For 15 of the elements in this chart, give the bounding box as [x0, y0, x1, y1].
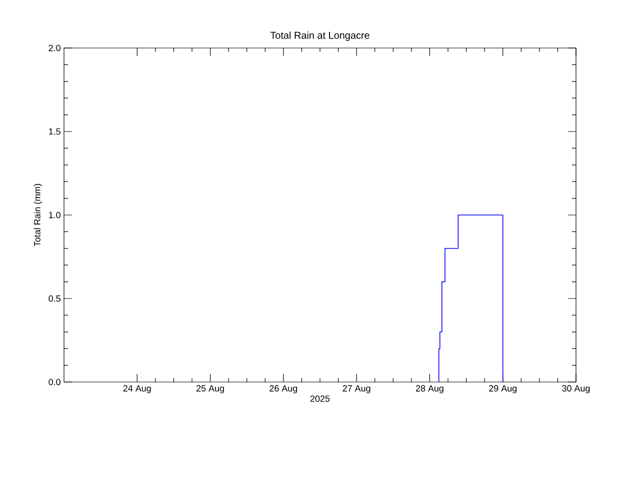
- y-tick-label: 1.5: [49, 128, 60, 135]
- y-tick-label: 0.5: [48, 295, 60, 302]
- x-tick-label: 30 Aug: [562, 385, 590, 394]
- x-tick-label: 27 Aug: [342, 385, 370, 394]
- x-axis-title: 2025: [310, 395, 330, 402]
- x-tick-label: 25 Aug: [196, 385, 224, 394]
- x-tick-label: 24 Aug: [123, 385, 151, 394]
- y-tick-label: 1.0: [49, 212, 60, 218]
- x-tick-label: 26 Aug: [270, 385, 298, 394]
- x-tick-label: 29 Aug: [489, 385, 516, 394]
- y-tick-label: 0.0: [48, 378, 60, 386]
- chart-title: Total Rain at Longacre: [270, 32, 370, 41]
- y-axis-title: Total Rain (mm): [34, 184, 42, 246]
- x-tick-label: 28 Aug: [416, 385, 444, 394]
- y-tick-label: 2.0: [48, 44, 60, 52]
